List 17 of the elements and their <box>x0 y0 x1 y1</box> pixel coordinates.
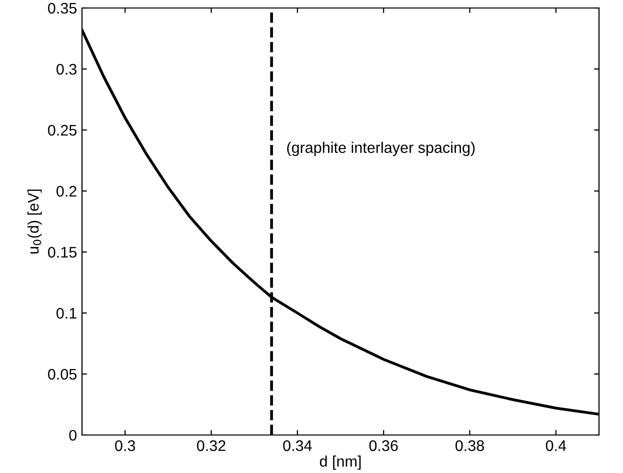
x-tick-label: 0.38 <box>455 440 484 452</box>
y-tick-label: 0 <box>69 430 77 441</box>
x-tick-label: 0.34 <box>283 440 312 452</box>
y-tick-label: 0.3 <box>56 64 76 75</box>
y-tick-label: 0.1 <box>56 308 76 319</box>
x-tick-label: 0.4 <box>546 440 566 452</box>
x-tick-label: 0.3 <box>115 440 136 452</box>
y-tick-label: 0.25 <box>48 124 76 136</box>
y-tick-label: 0.15 <box>48 246 76 258</box>
y-tick-label: 0.35 <box>48 2 76 14</box>
y-tick-label: 0.2 <box>56 186 76 197</box>
annotation: (graphite interlayer spacing) <box>287 142 475 156</box>
y-axis-title: u$_{0}$(d) [eV] <box>27 190 42 254</box>
x-axis-title: d [nm] <box>320 455 361 470</box>
x-tick-label: 0.32 <box>196 440 226 452</box>
y-tick-label: 0.05 <box>48 368 76 380</box>
x-tick-label: 0.36 <box>369 440 398 452</box>
